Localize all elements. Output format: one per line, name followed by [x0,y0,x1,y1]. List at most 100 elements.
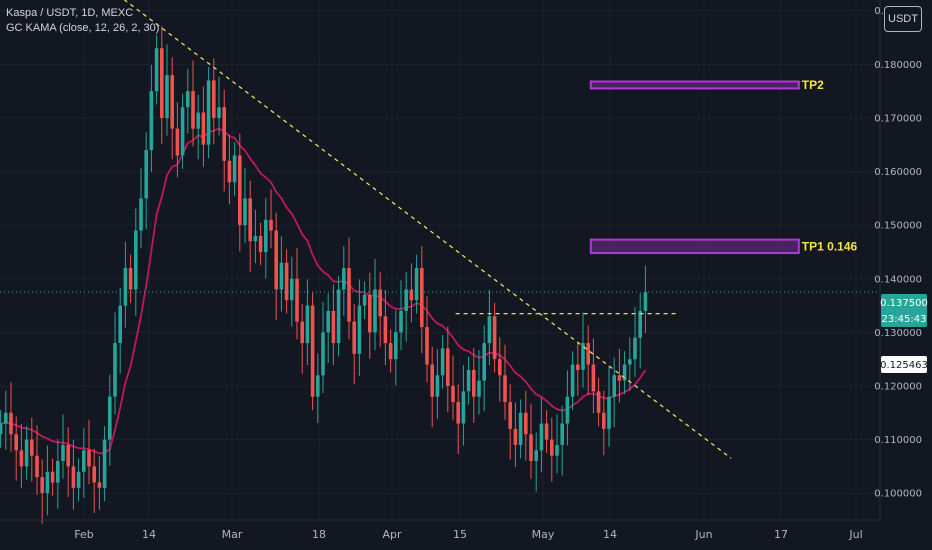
bar-countdown: 23:45:43 [882,314,927,325]
candle-body [139,198,143,231]
candle-body [492,316,497,360]
candle-body [253,235,258,242]
target-zone-box [589,238,800,255]
kama-value-label: 0.125463 [880,360,928,371]
candle-body [123,268,128,306]
time-tick-label: Jul [848,528,862,541]
candle-body [248,198,252,242]
candle-body [170,75,174,129]
indicator-title[interactable]: GC KAMA (close, 12, 26, 2, 30) [6,22,160,34]
time-tick-label: Mar [222,528,243,541]
candle-body [581,343,585,370]
candle-body [451,385,455,403]
candle-body [76,471,81,488]
candle-body [144,150,148,199]
candle-body [316,375,320,397]
time-axis[interactable]: Feb 14 Mar 18 Apr 15 May 14 Jun 17 Jul [74,528,862,541]
candle-body [342,268,346,290]
candle-body [71,466,76,488]
price-axis[interactable]: 0.100000 0.110000 0.120000 0.130000 0.140000… [874,6,922,499]
candle-body [258,235,263,252]
candle-body [196,112,200,129]
candle-body [269,219,273,231]
candle-body [628,359,632,365]
candle-body [513,428,518,445]
candle-body [66,444,70,467]
candle-body [498,359,502,376]
candle-body [534,450,538,462]
candle-body [550,439,554,456]
candle-body [56,461,60,483]
candle-body [477,380,481,397]
candle-body [134,230,138,290]
kama-value-tag [881,356,927,373]
price-tick-label: 0.100000 [874,489,922,500]
candle-body [466,369,471,392]
target-zones: TP2 TP1 0.146 [589,78,857,255]
candle-body [180,107,185,156]
candle-body [347,268,351,322]
candle-body [50,471,55,483]
kama-line-segment [213,127,647,412]
candle-body [383,316,388,344]
kama-line [0,127,647,455]
candle-body [368,294,372,333]
candle-body [399,310,403,333]
candle-body [222,107,226,161]
candle-body [336,289,341,344]
candle-body [97,482,102,488]
candle-body [602,412,606,429]
time-tick-label: 17 [774,528,788,541]
candle-body [586,343,590,365]
candle-body [409,289,414,301]
price-tick-label: 0.120000 [874,381,922,392]
target-zone-box [589,80,800,90]
candle-body [524,412,528,435]
candle-body [570,364,575,397]
candle-body [388,343,393,360]
candle-body [290,278,294,301]
price-tick-label: 0.130000 [874,328,922,339]
candle-body [404,289,408,311]
currency-button[interactable]: USDT [884,6,922,32]
candle-body [279,262,284,290]
candle-body [394,332,398,360]
symbol-title[interactable]: Kaspa / USDT, 1D, MEXC [6,7,134,19]
candle-body [420,268,424,328]
candle-body [435,375,440,397]
time-tick-label: 14 [603,528,617,541]
candle-body [472,369,476,397]
candle-body [373,289,377,333]
candle-body [321,332,325,376]
candle-body [622,364,627,381]
candle-body [175,128,180,156]
candle-body [560,423,564,445]
candle-body [378,289,382,317]
price-tick-label: 0.140000 [874,274,922,285]
candle-body [243,198,247,226]
price-tick-label: 0.170000 [874,113,922,124]
axis-tags: 0.137500 23:45:43 0.125463 [880,294,928,373]
candle-body [108,396,112,440]
candle-body [326,310,330,333]
candle-body [217,107,221,118]
candle-body [191,91,195,129]
candle-body [274,230,278,290]
time-tick-label: May [532,528,555,541]
candle-body [446,348,450,386]
candle-body [310,305,315,397]
candle-body [87,450,91,467]
candle-body [227,160,232,183]
candle-body [201,112,206,145]
candle-body [638,310,642,338]
kama-line-segment [0,129,215,455]
time-tick-label: Jun [694,528,712,541]
candle-body [607,396,611,429]
candle-body [154,48,159,92]
time-tick-label: Feb [74,528,93,541]
candle-body [113,343,117,397]
candle-body [24,439,29,467]
candle-body [576,364,580,370]
